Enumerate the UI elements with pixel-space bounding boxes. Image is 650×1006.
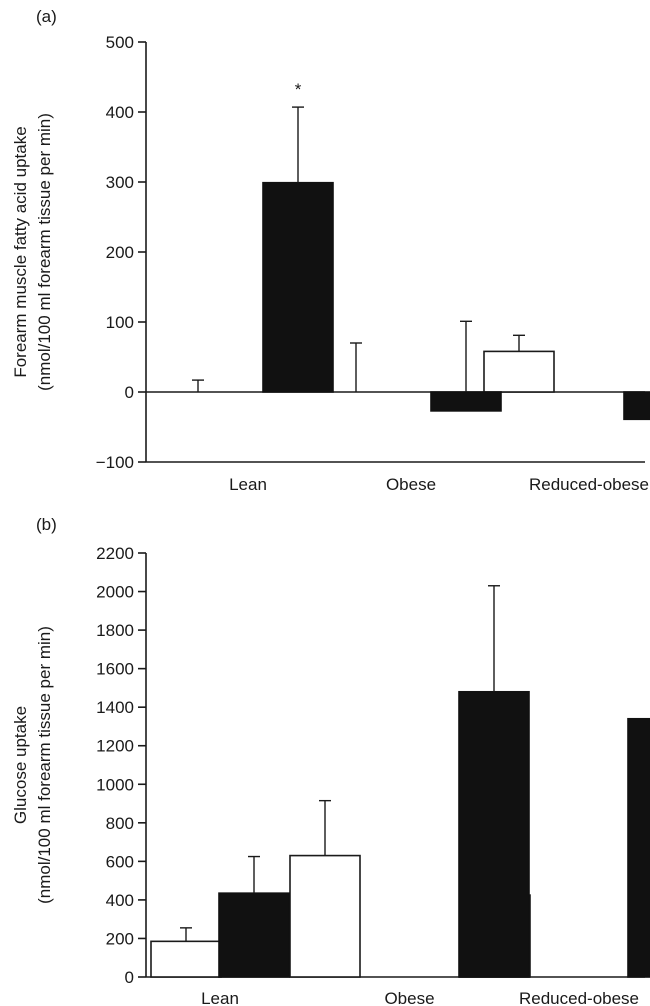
bar-reduced-obese-filled <box>623 391 650 421</box>
y-axis-title-line: Forearm muscle fatty acid uptake <box>11 126 30 377</box>
y-tick-label: 1400 <box>96 698 134 717</box>
y-tick-label: 100 <box>106 313 134 332</box>
bar-obese-open <box>289 854 361 978</box>
chart-panel-b: (b) 0 200 400 600 800 1000 1200 1400 1600 1800 2000… <box>11 515 650 1006</box>
y-axis-title-line: (nmol/100 ml forearm tissue per min) <box>35 113 54 391</box>
bar-reduced-obese-filled <box>627 717 650 978</box>
y-tick-label: 1200 <box>96 737 134 756</box>
y-tick-label: 600 <box>106 852 134 871</box>
y-tick-label: 2000 <box>96 583 134 602</box>
chart-panel-a: (a) −100 0 100 200 300 400 500 Forearm muscle fa… <box>11 7 650 494</box>
y-tick-label: 1000 <box>96 775 134 794</box>
category-label: Lean <box>201 989 239 1006</box>
y-axis-title-line: (nmol/100 ml forearm tissue per min) <box>35 626 54 904</box>
y-tick-label: 1800 <box>96 621 134 640</box>
category-label: Lean <box>229 475 267 494</box>
bar-reduced-obese-open <box>483 350 555 393</box>
y-tick-label: 400 <box>106 891 134 910</box>
category-label: Obese <box>386 475 436 494</box>
y-tick-label: 500 <box>106 33 134 52</box>
bar-obese-filled <box>458 690 530 978</box>
category-label: Reduced-obese <box>529 475 649 494</box>
y-tick-label: 200 <box>106 243 134 262</box>
y-tick-label: −100 <box>96 453 134 472</box>
bar-lean-open <box>150 940 222 978</box>
bar-obese-filled <box>430 391 502 412</box>
y-tick-label: 1600 <box>96 660 134 679</box>
y-axis-title-line: Glucose uptake <box>11 706 30 824</box>
y-tick-label: 400 <box>106 103 134 122</box>
panel-label: (b) <box>36 515 57 534</box>
panel-label: (a) <box>36 7 57 26</box>
y-tick-label: 200 <box>106 929 134 948</box>
y-tick-label: 2200 <box>96 544 134 563</box>
y-tick-label: 300 <box>106 173 134 192</box>
category-label: Reduced-obese <box>519 989 639 1006</box>
y-tick-label: 0 <box>125 968 134 987</box>
bar-lean-filled <box>218 892 290 978</box>
significance-marker: * <box>295 80 302 99</box>
category-label: Obese <box>384 989 434 1006</box>
y-tick-label: 800 <box>106 814 134 833</box>
bar-lean-filled <box>262 181 334 393</box>
y-tick-label: 0 <box>125 383 134 402</box>
